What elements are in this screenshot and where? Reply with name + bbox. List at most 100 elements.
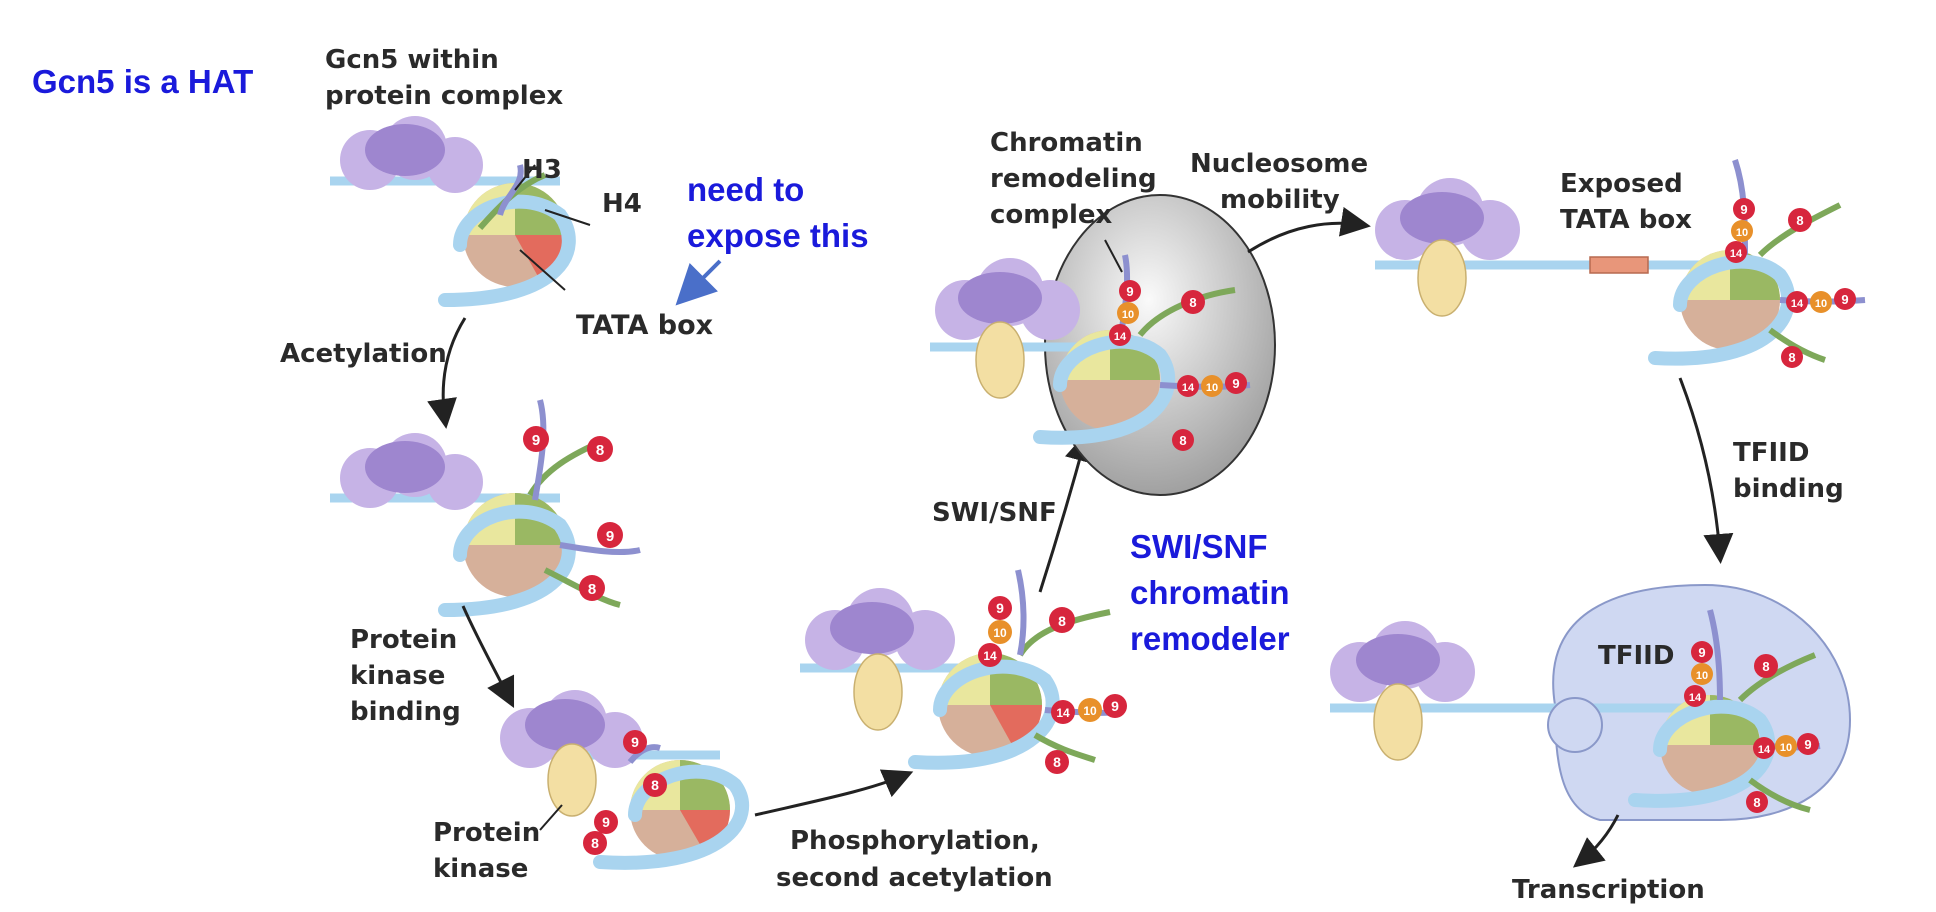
- gcn5-complex-4: [805, 588, 955, 670]
- svg-text:14: 14: [1056, 706, 1070, 720]
- svg-text:14: 14: [1114, 331, 1127, 343]
- svg-text:9: 9: [1698, 645, 1705, 660]
- acetyl-mark: 10: [1775, 735, 1797, 757]
- svg-text:9: 9: [1740, 202, 1747, 217]
- label-binding: binding: [350, 697, 461, 727]
- step2-nucleosome: [330, 399, 641, 617]
- acetyl-mark: 9: [594, 810, 618, 834]
- svg-text:9: 9: [1232, 376, 1239, 391]
- label-protein-complex: protein complex: [325, 81, 563, 111]
- label-second-acetylation: second acetylation: [776, 863, 1053, 893]
- acetyl-mark: 14: [1786, 291, 1808, 313]
- label-complex: complex: [990, 200, 1113, 230]
- acetyl-mark: 9: [1733, 198, 1755, 220]
- label-exposed-tata-box: TATA box: [1560, 205, 1692, 235]
- step5-nucleosome: [930, 194, 1276, 496]
- svg-text:8: 8: [1753, 795, 1760, 810]
- acetyl-mark: 10: [1810, 291, 1832, 313]
- arrow-kinase-binding: [461, 605, 515, 709]
- svg-text:9: 9: [631, 734, 639, 750]
- note-need-to: need to: [687, 171, 804, 208]
- svg-text:14: 14: [1182, 382, 1195, 394]
- acetyl-mark: 10: [1731, 220, 1753, 242]
- note-remodeler: remodeler: [1130, 620, 1290, 657]
- acetyl-mark: 14: [1177, 375, 1199, 397]
- label-nucleosome: Nucleosome: [1190, 149, 1368, 179]
- svg-text:9: 9: [532, 432, 540, 449]
- acetyl-mark: 9: [623, 730, 647, 754]
- svg-text:9: 9: [606, 528, 614, 545]
- label-mobility: mobility: [1220, 185, 1340, 215]
- arrow-transcription: [1572, 814, 1620, 868]
- step3-nucleosome: [500, 690, 750, 870]
- svg-text:9: 9: [1111, 698, 1119, 714]
- svg-text:14: 14: [1791, 298, 1804, 310]
- acetyl-mark: 14: [1109, 324, 1131, 346]
- gcn5-complex-2: [340, 433, 483, 510]
- label-h4: H4: [602, 189, 642, 219]
- acetyl-mark: 8: [1049, 607, 1075, 633]
- label-tfiid: TFIID: [1598, 641, 1674, 671]
- note-expose-this: expose this: [687, 217, 869, 254]
- acetyl-mark: 9: [1225, 372, 1247, 394]
- label-phosphorylation: Phosphorylation,: [790, 826, 1040, 856]
- svg-text:8: 8: [651, 777, 659, 793]
- svg-text:10: 10: [993, 626, 1007, 640]
- label-h3: H3: [522, 155, 562, 185]
- arrow-phosphorylation: [754, 769, 914, 817]
- arrow-nucleosome-mobility: [1247, 206, 1371, 254]
- svg-text:9: 9: [1841, 292, 1848, 307]
- step1-nucleosome: [330, 116, 591, 307]
- svg-text:8: 8: [1179, 433, 1186, 448]
- acetyl-mark: 8: [1754, 654, 1778, 678]
- svg-text:9: 9: [996, 600, 1004, 616]
- acetyl-mark: 9: [523, 426, 549, 452]
- svg-text:8: 8: [588, 581, 596, 598]
- acetyl-mark: 14: [1725, 241, 1747, 263]
- acetyl-mark: 8: [1172, 429, 1194, 451]
- label-kinase-2: kinase: [433, 854, 528, 884]
- svg-text:8: 8: [596, 442, 604, 459]
- acetyl-mark: 8: [643, 773, 667, 797]
- acetyl-mark: 10: [988, 620, 1012, 644]
- step6-nucleosome: [1375, 159, 1866, 366]
- label-chromatin: Chromatin: [990, 128, 1143, 158]
- label-protein: Protein: [350, 625, 457, 655]
- svg-text:8: 8: [1788, 350, 1795, 365]
- gcn5-complex-3: [500, 690, 643, 768]
- svg-text:8: 8: [1189, 295, 1196, 310]
- acetyl-mark: 9: [1691, 641, 1713, 663]
- svg-text:10: 10: [1736, 227, 1748, 239]
- label-transcription: Transcription: [1512, 875, 1705, 905]
- acetyl-mark: 8: [1045, 750, 1069, 774]
- svg-text:14: 14: [1689, 692, 1702, 704]
- label-gcn5-within: Gcn5 within: [325, 45, 499, 75]
- acetyl-mark: 10: [1201, 375, 1223, 397]
- gcn5-complex: [340, 116, 483, 193]
- acetyl-mark: 8: [1781, 346, 1803, 368]
- svg-text:8: 8: [1796, 213, 1803, 228]
- acetyl-mark: 10: [1078, 698, 1102, 722]
- note-pointer-arrow: [675, 259, 722, 306]
- label-kinase: kinase: [350, 661, 445, 691]
- svg-text:9: 9: [1804, 737, 1811, 752]
- acetyl-mark: 10: [1117, 302, 1139, 324]
- note-chromatin: chromatin: [1130, 574, 1290, 611]
- acetyl-mark: 9: [1797, 733, 1819, 755]
- label-tata-box: TATA box: [576, 310, 713, 341]
- svg-text:9: 9: [1126, 284, 1133, 299]
- exposed-tata-box: [1589, 256, 1649, 274]
- svg-text:8: 8: [1053, 754, 1061, 770]
- crc-leader-line: [1104, 239, 1123, 273]
- acetyl-mark: 8: [1181, 290, 1205, 314]
- gcn5-complex-7: [1330, 621, 1475, 702]
- acetyl-mark: 9: [988, 596, 1012, 620]
- arrow-acetylation: [427, 317, 467, 429]
- step4-nucleosome: [800, 569, 1121, 770]
- arrow-tfiid-binding: [1678, 377, 1734, 564]
- label-remodeling: remodeling: [990, 164, 1157, 194]
- svg-text:10: 10: [1696, 670, 1708, 682]
- svg-text:10: 10: [1083, 704, 1097, 718]
- arrow-swisnf: [1038, 431, 1094, 593]
